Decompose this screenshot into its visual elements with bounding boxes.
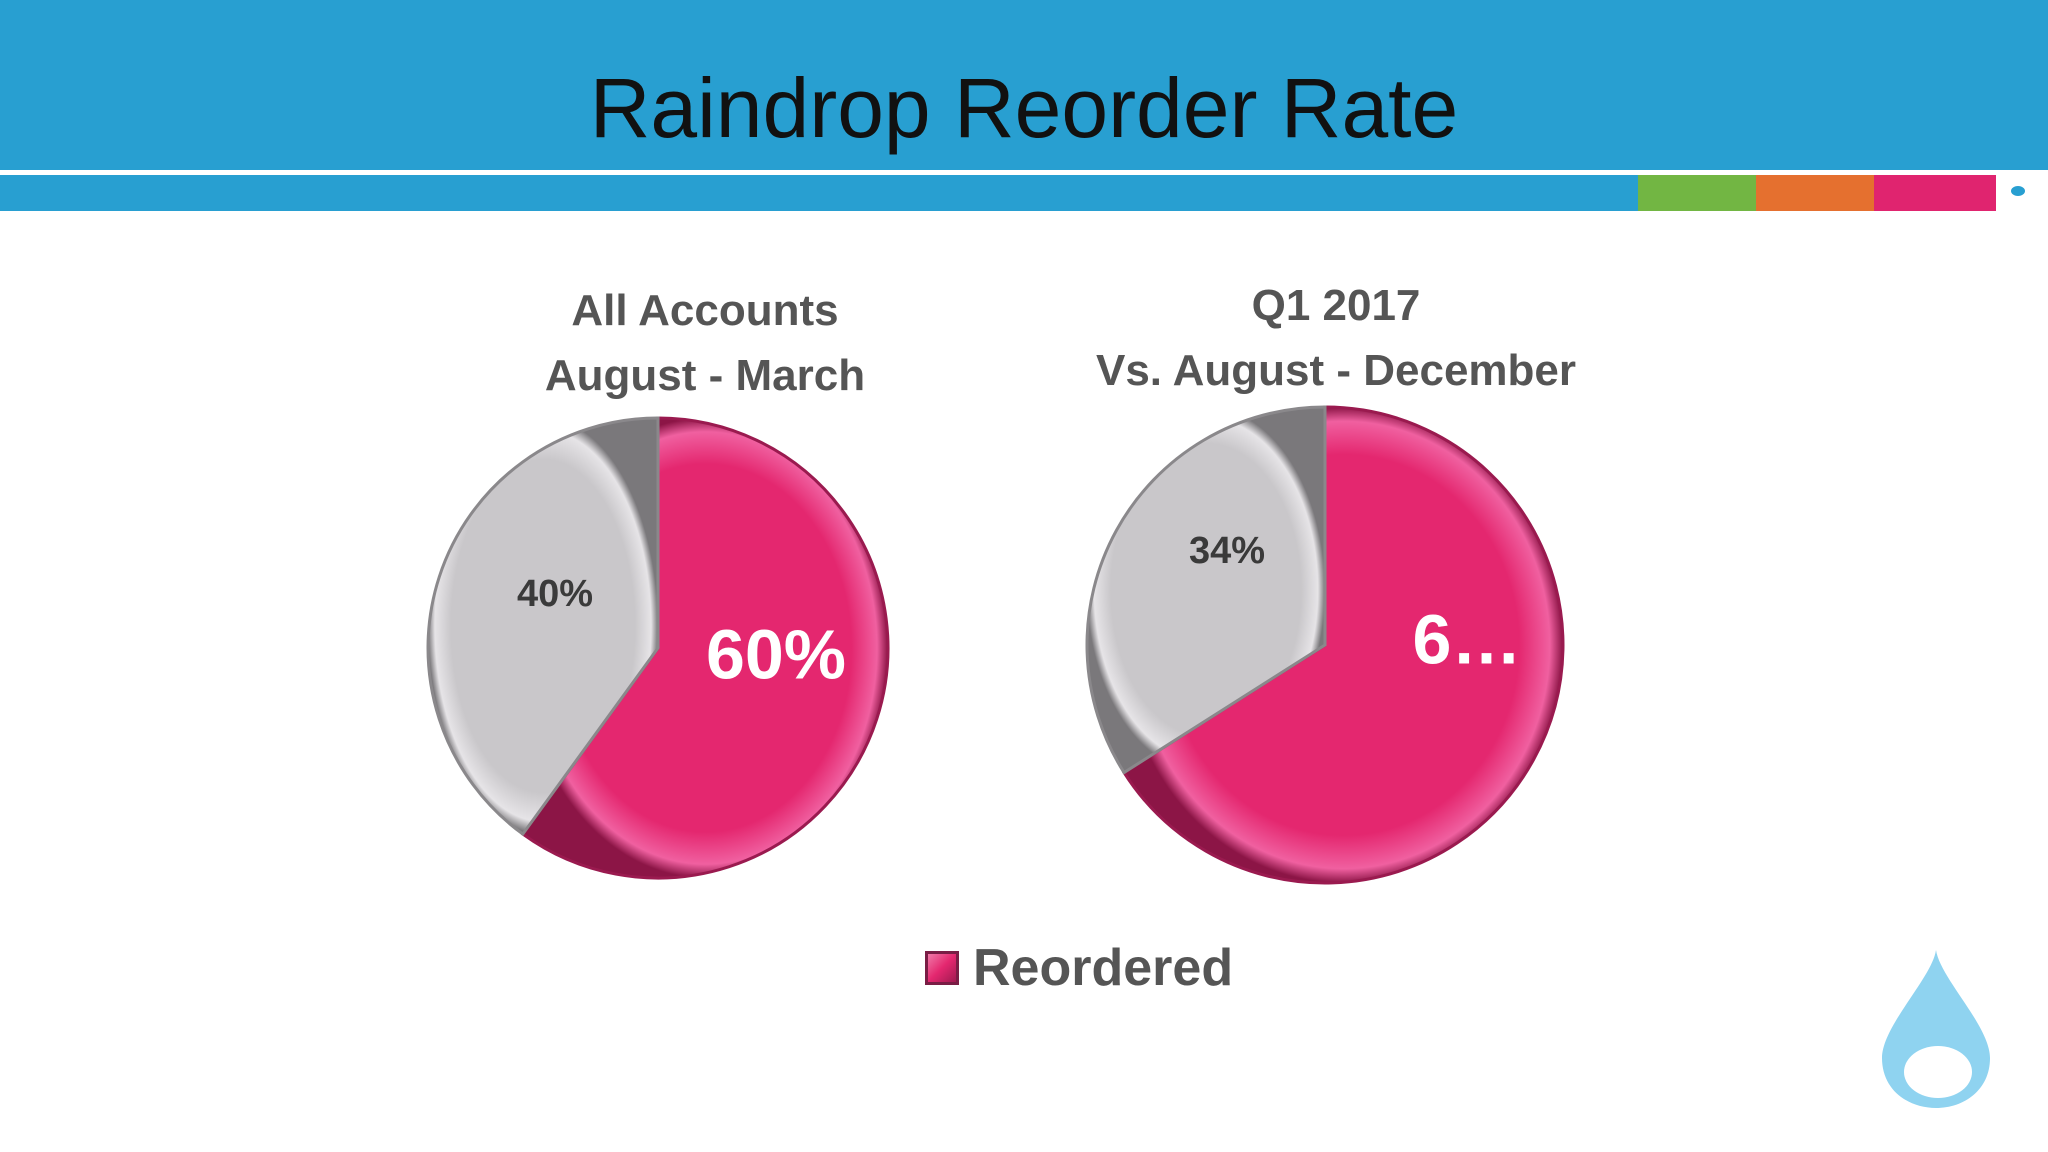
slice-label-other: 40% xyxy=(517,573,593,615)
chart-title-line-1: All Accounts xyxy=(571,286,838,335)
legend-swatch-reordered xyxy=(925,951,959,985)
accent-dot xyxy=(2011,186,2025,196)
legend-label-reordered: Reordered xyxy=(973,939,1234,997)
accent-bar-orange xyxy=(1756,175,1874,211)
accent-bar-pink xyxy=(1874,175,1996,211)
logo-drop-hole xyxy=(1904,1046,1972,1098)
chart-title-line-1: Q1 2017 xyxy=(1252,281,1421,330)
slice-label-reordered: 6… xyxy=(1413,600,1522,678)
slice-label-other: 34% xyxy=(1189,530,1265,572)
header-divider xyxy=(0,170,2048,175)
pie-slice-reordered xyxy=(520,416,890,880)
accent-bar-green xyxy=(1638,175,1756,211)
chart-title-line-2: Vs. August - December xyxy=(1096,346,1576,395)
raindrop-icon xyxy=(1882,950,1990,1108)
pie-slice-other xyxy=(426,416,660,837)
slice-label-reordered: 60% xyxy=(706,615,846,693)
pie-chart-1: All Accounts August - March 60% 40% xyxy=(426,286,890,880)
header-band xyxy=(0,175,1638,211)
pie-slice-other xyxy=(1085,405,1327,775)
pie-chart-2: Q1 2017 Vs. August - December 6… 34% xyxy=(1085,281,1576,885)
pie-slice-reordered xyxy=(1121,405,1565,885)
chart-legend: Reordered xyxy=(925,938,1233,998)
title-banner: Raindrop Reorder Rate xyxy=(0,0,2048,170)
slide-title: Raindrop Reorder Rate xyxy=(589,61,1459,155)
chart-title-line-2: August - March xyxy=(545,351,865,400)
